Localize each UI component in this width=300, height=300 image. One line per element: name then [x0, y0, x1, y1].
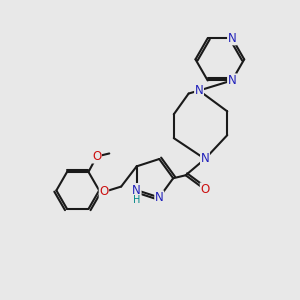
Text: N: N [228, 32, 236, 45]
Text: N: N [132, 184, 141, 196]
Text: N: N [201, 152, 209, 165]
Text: H: H [133, 195, 140, 205]
Text: O: O [99, 185, 109, 198]
Text: N: N [195, 84, 203, 97]
Text: O: O [200, 183, 210, 196]
Text: N: N [228, 74, 236, 87]
Text: N: N [155, 191, 164, 204]
Text: O: O [92, 150, 101, 163]
